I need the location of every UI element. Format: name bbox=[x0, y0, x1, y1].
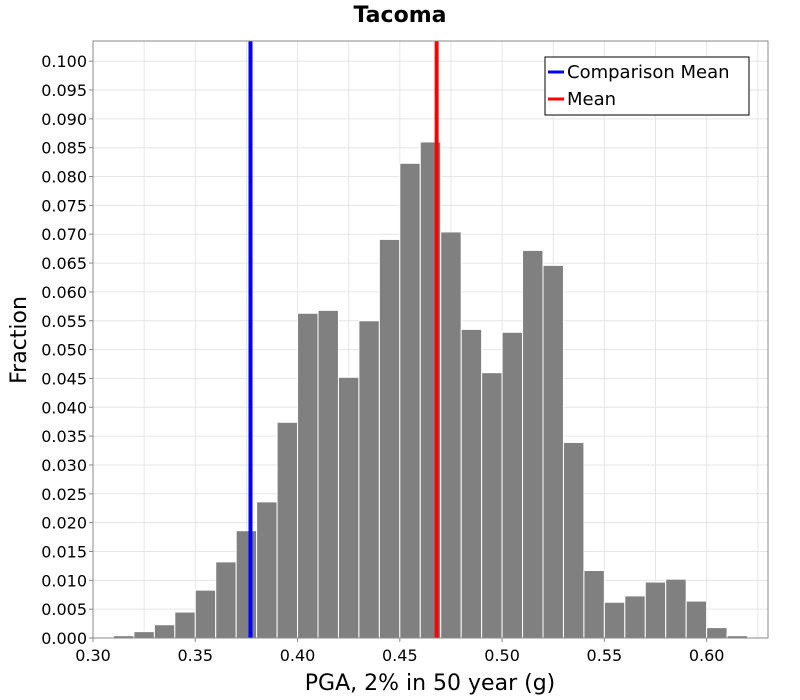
y-tick-label: 0.025 bbox=[41, 485, 87, 504]
y-tick-label: 0.055 bbox=[41, 312, 87, 331]
chart-title: Tacoma bbox=[354, 3, 447, 28]
x-tick-label: 0.35 bbox=[177, 646, 213, 665]
y-tick-label: 0.090 bbox=[41, 110, 87, 129]
plot-frame bbox=[92, 40, 769, 639]
histogram-bar bbox=[399, 162, 421, 639]
histogram-bar bbox=[337, 376, 360, 639]
y-tick-label: 0.020 bbox=[41, 514, 87, 533]
histogram-bar bbox=[358, 320, 380, 639]
histogram-bar bbox=[215, 561, 237, 639]
histogram-bar bbox=[317, 309, 339, 639]
histogram-bar bbox=[440, 231, 462, 639]
histogram-bar bbox=[133, 631, 155, 639]
y-tick-label: 0.095 bbox=[41, 81, 87, 100]
y-tick-label: 0.075 bbox=[41, 196, 87, 215]
histogram-bar bbox=[460, 328, 483, 639]
legend-label-mean: Mean bbox=[567, 89, 616, 110]
y-tick-label: 0.070 bbox=[41, 225, 87, 244]
histogram-bar bbox=[583, 570, 605, 639]
y-tick-label: 0.065 bbox=[41, 254, 87, 273]
bar-layer bbox=[112, 141, 749, 639]
histogram-bar bbox=[194, 589, 217, 639]
y-tick-label: 0.000 bbox=[41, 629, 87, 648]
y-tick-label: 0.085 bbox=[41, 139, 87, 158]
legend-label-comparison-mean: Comparison Mean bbox=[567, 62, 730, 83]
histogram-bar bbox=[297, 312, 319, 639]
histogram-bar bbox=[624, 595, 646, 639]
y-tick-label: 0.005 bbox=[41, 600, 87, 619]
histogram-bar bbox=[501, 331, 524, 639]
histogram-bar bbox=[522, 249, 544, 639]
x-tick-label: 0.40 bbox=[280, 646, 316, 665]
y-tick-layer: 0.000 0.005 0.010 0.015 0.020 0.025 0.030 0.035… bbox=[41, 52, 93, 648]
histogram-bar bbox=[174, 611, 196, 639]
histogram-bar bbox=[603, 601, 626, 639]
y-tick-label: 0.045 bbox=[41, 369, 87, 388]
y-tick-label: 0.100 bbox=[41, 52, 87, 71]
histogram-bar bbox=[644, 581, 667, 639]
histogram-bar bbox=[235, 530, 258, 639]
y-tick-label: 0.015 bbox=[41, 542, 87, 561]
histogram-bar bbox=[706, 627, 728, 639]
legend: Comparison Mean Mean bbox=[544, 56, 750, 116]
x-axis-label: PGA, 2% in 50 year (g) bbox=[305, 671, 556, 696]
reference-line-layer bbox=[248, 41, 439, 638]
histogram-bar bbox=[378, 238, 401, 639]
x-tick-label: 0.45 bbox=[382, 646, 418, 665]
histogram-bar bbox=[685, 600, 708, 639]
histogram-bar bbox=[153, 624, 176, 639]
y-tick-label: 0.010 bbox=[41, 571, 87, 590]
y-axis-label: Fraction bbox=[7, 296, 32, 384]
y-tick-label: 0.050 bbox=[41, 341, 87, 360]
x-tick-layer: 0.30 0.35 0.40 0.45 0.50 0.55 0.60 bbox=[75, 638, 724, 665]
histogram-bar bbox=[481, 372, 503, 639]
histogram-bar bbox=[562, 441, 585, 639]
y-tick-label: 0.035 bbox=[41, 427, 87, 446]
histogram-bar bbox=[256, 501, 278, 639]
x-tick-label: 0.30 bbox=[75, 646, 111, 665]
y-tick-label: 0.040 bbox=[41, 398, 87, 417]
histogram-bar bbox=[276, 421, 299, 639]
y-tick-label: 0.030 bbox=[41, 456, 87, 475]
legend-box bbox=[544, 56, 750, 116]
histogram-bar bbox=[542, 264, 564, 639]
y-tick-label: 0.060 bbox=[41, 283, 87, 302]
x-tick-label: 0.60 bbox=[689, 646, 725, 665]
histogram-bar bbox=[665, 578, 687, 639]
x-tick-label: 0.55 bbox=[587, 646, 623, 665]
y-tick-label: 0.080 bbox=[41, 168, 87, 187]
x-tick-label: 0.50 bbox=[484, 646, 520, 665]
